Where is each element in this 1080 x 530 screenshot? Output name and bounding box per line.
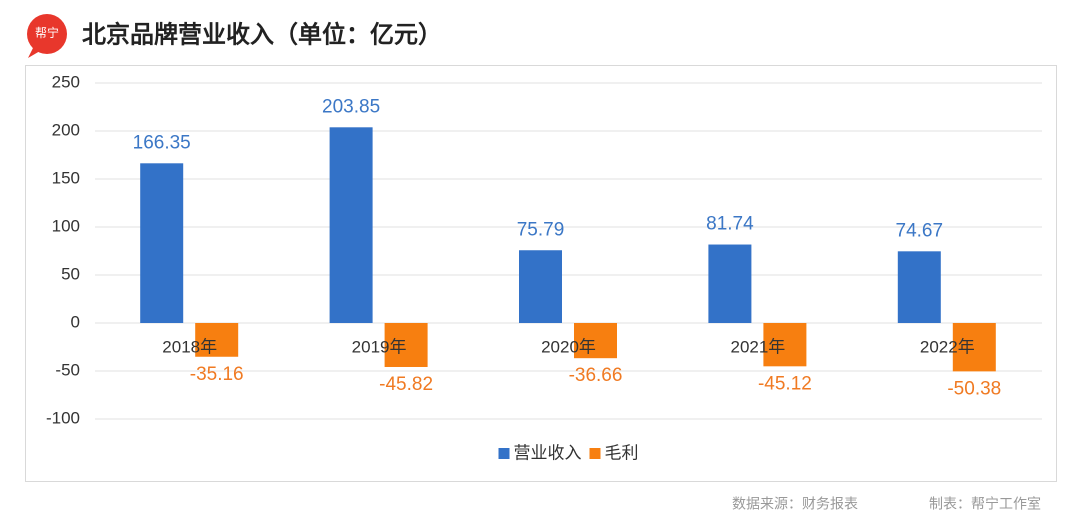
- data-label: -36.66: [569, 365, 623, 386]
- y-tick-label: -100: [46, 408, 80, 427]
- bar: [763, 323, 807, 367]
- logo-tail: [28, 48, 40, 58]
- y-tick-label: 250: [52, 72, 80, 91]
- x-tick-label: 2022年: [920, 337, 975, 356]
- data-label: 75.79: [517, 219, 565, 240]
- data-label: 203.85: [322, 96, 380, 117]
- bar: [952, 323, 996, 372]
- legend-swatch: [498, 448, 510, 459]
- logo: [27, 14, 67, 54]
- x-tick-label: 2021年: [730, 337, 785, 356]
- y-tick-label: 100: [52, 216, 80, 235]
- bar: [140, 163, 184, 323]
- legend-label: 毛利: [605, 443, 639, 462]
- data-label: 166.35: [133, 132, 191, 153]
- y-tick-label: 0: [71, 312, 80, 331]
- bar: [384, 323, 428, 367]
- x-tick-label: 2018年: [162, 337, 217, 356]
- data-label: 74.67: [896, 220, 944, 241]
- legend-swatch: [589, 448, 601, 459]
- bar: [708, 244, 752, 323]
- legend-label: 营业收入: [514, 443, 582, 462]
- y-tick-label: 50: [61, 264, 80, 283]
- data-label: 81.74: [706, 214, 754, 235]
- bar: [897, 251, 941, 323]
- x-tick-label: 2019年: [352, 337, 407, 356]
- bar: [329, 127, 373, 323]
- data-label: -45.12: [758, 373, 812, 394]
- bar: [574, 323, 617, 359]
- bar: [519, 250, 562, 323]
- data-label: -45.82: [379, 374, 433, 395]
- credit: 制表：帮宁工作室: [929, 496, 1041, 512]
- y-tick-label: -50: [55, 360, 80, 379]
- y-tick-label: 200: [52, 120, 80, 139]
- y-tick-label: 150: [52, 168, 80, 187]
- chart-title: 北京品牌营业收入（单位：亿元）: [82, 20, 442, 48]
- logo-text: 帮宁: [35, 25, 59, 40]
- bar: [195, 323, 239, 357]
- source: 数据来源：财务报表: [732, 496, 858, 512]
- chart-frame: [25, 65, 1057, 482]
- data-label: -35.16: [190, 364, 244, 385]
- x-tick-label: 2020年: [541, 337, 596, 356]
- data-label: -50.38: [947, 378, 1001, 399]
